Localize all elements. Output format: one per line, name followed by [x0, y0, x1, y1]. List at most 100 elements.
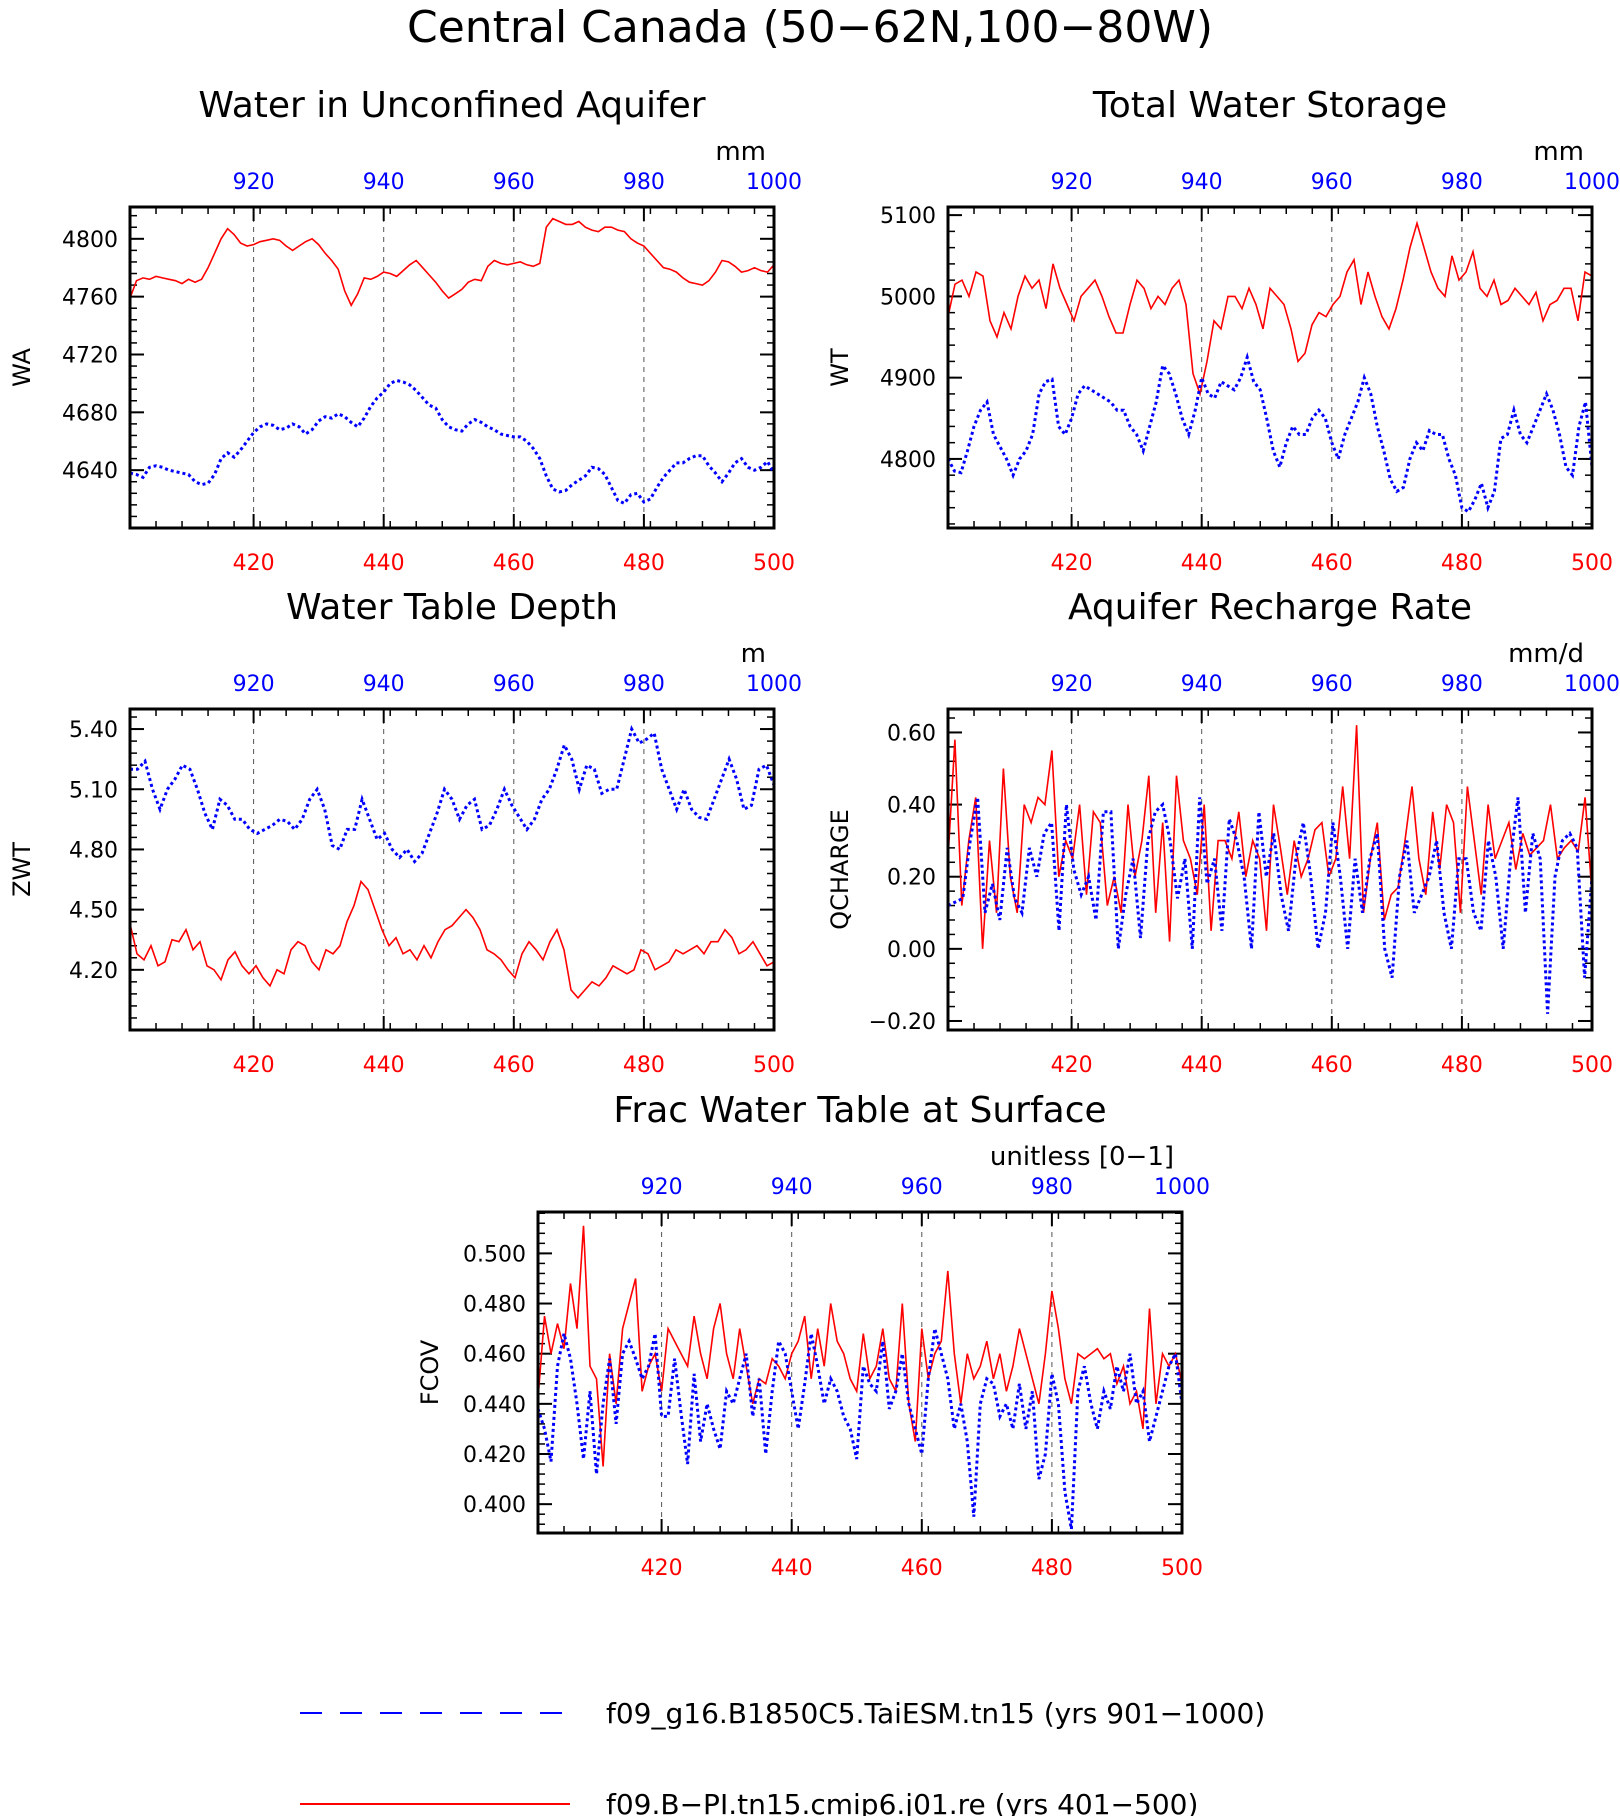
- x-tick-label-top: 920: [233, 170, 275, 195]
- x-tick-label-bottom: 480: [1441, 551, 1483, 576]
- x-tick-label-top: 920: [1051, 672, 1093, 697]
- x-tick-label-bottom: 480: [623, 1053, 665, 1078]
- legend: f09_g16.B1850C5.TaiESM.tn15 (yrs 901−100…: [300, 1697, 1265, 1816]
- chart-panel-4: Aquifer Recharge Rate mm/d QCHARGE 420 920 44…: [826, 587, 1620, 1078]
- series-line-taiesm: [130, 378, 774, 506]
- y-tick-label: 5.40: [69, 718, 118, 743]
- legend-label-2: f09.B−PI.tn15.cmip6.j01.re (yrs 401−500): [606, 1788, 1198, 1816]
- chart-panel-1: Water in Unconfined Aquifer mm WA 420 920 440…: [8, 85, 802, 576]
- chart-panel-5: Frac Water Table at Surface unitless [0−1…: [416, 1090, 1210, 1581]
- y-tick-label: −0.20: [869, 1010, 936, 1035]
- x-tick-label-top: 960: [1311, 672, 1353, 697]
- y-tick-label: 4640: [62, 459, 118, 484]
- series-line-cmip6: [130, 217, 774, 308]
- chart-units: mm: [715, 137, 766, 167]
- series-line-taiesm: [538, 1328, 1182, 1530]
- chart-title: Frac Water Table at Surface: [613, 1090, 1106, 1131]
- y-tick-label: 4.80: [69, 838, 118, 863]
- y-axis-label: QCHARGE: [826, 809, 854, 930]
- y-tick-label: 0.40: [887, 794, 936, 819]
- chart-units: mm: [1533, 137, 1584, 167]
- x-tick-label-top: 1000: [746, 170, 802, 195]
- y-tick-label: 5.10: [69, 778, 118, 803]
- x-tick-label-bottom: 440: [363, 551, 405, 576]
- x-tick-label-bottom: 440: [363, 1053, 405, 1078]
- chart-title: Water Table Depth: [286, 587, 618, 628]
- x-tick-label-bottom: 420: [1051, 1053, 1093, 1078]
- y-tick-label: 0.480: [463, 1293, 526, 1318]
- x-tick-label-bottom: 460: [1311, 551, 1353, 576]
- chart-title: Aquifer Recharge Rate: [1068, 587, 1472, 628]
- y-tick-label: 0.00: [887, 938, 936, 963]
- x-tick-label-bottom: 420: [641, 1556, 683, 1581]
- x-tick-label-top: 960: [1311, 170, 1353, 195]
- x-tick-label-top: 980: [623, 672, 665, 697]
- series-line-cmip6: [948, 725, 1592, 949]
- y-axis-label: ZWT: [8, 842, 36, 897]
- series-line-cmip6: [948, 220, 1592, 397]
- x-tick-label-bottom: 480: [623, 551, 665, 576]
- y-tick-label: 4800: [880, 448, 936, 473]
- x-tick-label-top: 980: [1031, 1175, 1073, 1200]
- x-tick-label-bottom: 500: [1161, 1556, 1203, 1581]
- plot-frame: [128, 205, 776, 530]
- x-tick-label-top: 920: [233, 672, 275, 697]
- y-tick-label: 4.50: [69, 899, 118, 924]
- panels: Water in Unconfined Aquifer mm WA 420 920 440…: [8, 85, 1620, 1581]
- y-tick-label: 0.60: [887, 721, 936, 746]
- x-tick-label-top: 940: [363, 170, 405, 195]
- y-tick-label: 4720: [62, 343, 118, 368]
- x-tick-label-bottom: 440: [1181, 1053, 1223, 1078]
- x-tick-label-top: 940: [1181, 672, 1223, 697]
- chart-units: m: [741, 639, 766, 669]
- y-tick-label: 0.20: [887, 866, 936, 891]
- x-tick-label-top: 940: [771, 1175, 813, 1200]
- y-axis-label: WT: [826, 348, 854, 387]
- x-tick-label-top: 1000: [1154, 1175, 1210, 1200]
- y-tick-label: 0.440: [463, 1393, 526, 1418]
- x-tick-label-bottom: 460: [1311, 1053, 1353, 1078]
- plot-frame: [536, 1210, 1184, 1535]
- y-tick-label: 5100: [880, 204, 936, 229]
- y-tick-label: 0.420: [463, 1443, 526, 1468]
- x-tick-label-top: 940: [1181, 170, 1223, 195]
- x-tick-label-bottom: 500: [1571, 1053, 1613, 1078]
- plot-frame: [946, 707, 1594, 1032]
- y-tick-label: 0.400: [463, 1493, 526, 1518]
- x-tick-label-top: 980: [1441, 170, 1483, 195]
- series-line-taiesm: [948, 351, 1592, 514]
- x-tick-label-top: 920: [641, 1175, 683, 1200]
- x-tick-label-top: 960: [901, 1175, 943, 1200]
- chart-title: Water in Unconfined Aquifer: [198, 85, 705, 126]
- y-tick-label: 4900: [880, 367, 936, 392]
- series-line-cmip6: [538, 1225, 1182, 1467]
- x-tick-label-top: 1000: [1564, 170, 1620, 195]
- y-tick-label: 4800: [62, 228, 118, 253]
- x-tick-label-bottom: 500: [753, 551, 795, 576]
- x-tick-label-bottom: 500: [753, 1053, 795, 1078]
- chart-units: unitless [0−1]: [990, 1142, 1174, 1172]
- y-tick-label: 0.500: [463, 1242, 526, 1267]
- x-tick-label-bottom: 420: [1051, 551, 1093, 576]
- chart-units: mm/d: [1508, 639, 1584, 669]
- y-tick-label: 0.460: [463, 1343, 526, 1368]
- chart-panel-3: Water Table Depth m ZWT 420 920 440 940 460 960 4…: [8, 587, 802, 1078]
- series-line-cmip6: [130, 879, 774, 1000]
- x-tick-label-top: 960: [493, 170, 535, 195]
- chart-title: Total Water Storage: [1092, 85, 1447, 126]
- x-tick-label-bottom: 420: [233, 1053, 275, 1078]
- x-tick-label-bottom: 440: [771, 1556, 813, 1581]
- x-tick-label-bottom: 480: [1031, 1556, 1073, 1581]
- y-tick-label: 4760: [62, 286, 118, 311]
- plot-frame: [946, 205, 1594, 530]
- plot-frame: [128, 707, 776, 1032]
- x-tick-label-top: 980: [623, 170, 665, 195]
- y-axis-label: WA: [8, 348, 36, 387]
- series-line-taiesm: [130, 724, 774, 864]
- x-tick-label-bottom: 460: [901, 1556, 943, 1581]
- y-tick-label: 5000: [880, 285, 936, 310]
- x-tick-label-bottom: 500: [1571, 551, 1613, 576]
- y-tick-label: 4.20: [69, 959, 118, 984]
- x-tick-label-top: 1000: [1564, 672, 1620, 697]
